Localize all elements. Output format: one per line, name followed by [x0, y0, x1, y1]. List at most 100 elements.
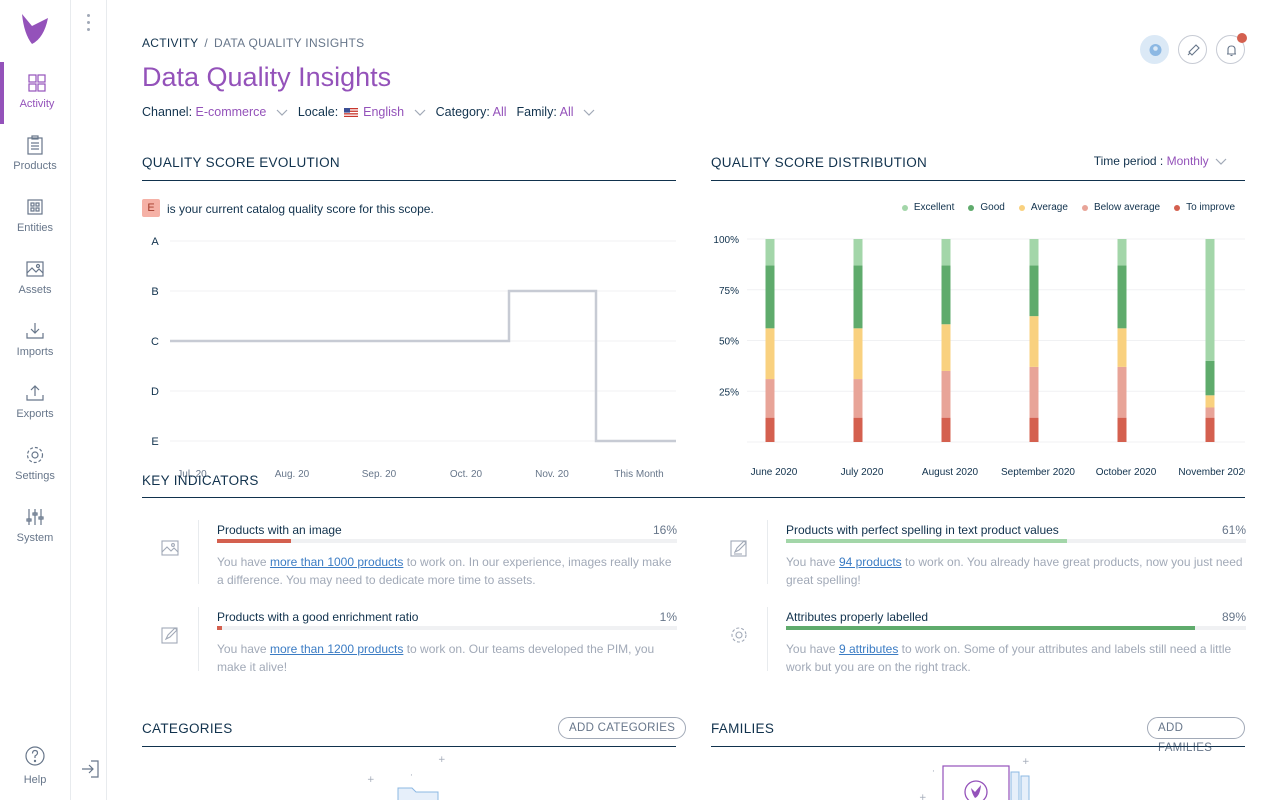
- evolution-grade-label: A: [151, 236, 159, 248]
- distribution-bar-segment: [1117, 417, 1127, 442]
- chevron-down-icon: [414, 109, 426, 116]
- distribution-bar-segment: [765, 265, 775, 329]
- us-flag-icon: [343, 108, 358, 117]
- time-period-selector[interactable]: Time period : Monthly: [1094, 154, 1227, 168]
- nav-item-assets[interactable]: Assets: [0, 248, 70, 310]
- nav-label-products: Products: [13, 160, 57, 172]
- kpi-progress-bar: [217, 626, 677, 630]
- more-options-icon[interactable]: [87, 14, 91, 35]
- channel-filter[interactable]: Channel: E-commerce: [142, 105, 288, 119]
- evolution-x-tick-label: Jul. 20: [177, 469, 207, 480]
- locale-filter-label: Locale:: [297, 105, 339, 119]
- kpi-progress-fill: [786, 626, 1196, 630]
- evolution-x-tick-label: This Month: [614, 469, 663, 480]
- nav-item-activity[interactable]: Activity: [0, 62, 70, 124]
- notification-badge: [1237, 33, 1247, 43]
- nav-item-settings[interactable]: Settings: [0, 434, 70, 496]
- distribution-bar-segment: [853, 265, 863, 329]
- nav-label-imports: Imports: [16, 346, 54, 358]
- image-icon: [161, 540, 179, 556]
- help-button[interactable]: Help: [0, 745, 70, 786]
- nav-item-exports[interactable]: Exports: [0, 372, 70, 434]
- kpi-description-suffix: to work on. Our teams developed the PIM,…: [217, 642, 655, 674]
- imports-icon: [26, 323, 44, 339]
- legend-swatch: [1018, 204, 1025, 211]
- kpi-link[interactable]: 9 attributes: [838, 642, 899, 656]
- legend-swatch: [1174, 204, 1181, 211]
- collapse-panel-icon[interactable]: [79, 758, 101, 780]
- kpi-description: You have more than 1000 products to work…: [217, 553, 677, 589]
- evolution-x-tick-label: Nov. 20: [535, 469, 569, 480]
- page-title: Data Quality Insights: [142, 62, 392, 92]
- main-content: ACTIVITY / DATA QUALITY INSIGHTS Data Qual…: [142, 0, 1247, 800]
- evolution-grade-label: D: [151, 386, 159, 398]
- evolution-section-divider: [142, 180, 676, 181]
- kpi-link[interactable]: more than 1200 products: [269, 642, 404, 656]
- evolution-x-tick-label: Aug. 20: [275, 469, 310, 480]
- products-icon: [27, 135, 43, 155]
- kpi-description-prefix: You have: [217, 555, 270, 569]
- distribution-bar-segment: [1029, 316, 1039, 367]
- distribution-bar-segment: [765, 379, 775, 418]
- family-filter-value: All: [559, 105, 574, 119]
- score-badge: E: [142, 199, 160, 217]
- svg-text:+: +: [1022, 757, 1030, 767]
- akeneo-logo-icon[interactable]: [18, 12, 54, 46]
- distribution-x-tick-label: September 2020: [1001, 467, 1075, 478]
- notifications-button[interactable]: [1216, 33, 1247, 64]
- distribution-bar-segment: [1205, 407, 1215, 418]
- channel-filter-value: E-commerce: [195, 105, 267, 119]
- kpi-description-suffix: to work on. You already have great produ…: [786, 555, 1243, 587]
- chevron-down-icon: [583, 109, 595, 116]
- kpi-progress-fill: [217, 626, 222, 630]
- kpi-divider: [198, 520, 199, 584]
- nav-item-system[interactable]: System: [0, 496, 70, 558]
- kpi-title: Products with perfect spelling in text p…: [786, 523, 1059, 537]
- distribution-bar-segment: [765, 328, 775, 380]
- kpi-progress-fill: [217, 539, 291, 543]
- category-filter[interactable]: Category: All: [436, 105, 507, 119]
- distribution-x-tick-label: October 2020: [1096, 467, 1157, 478]
- kpi-percent: 61%: [1221, 523, 1246, 537]
- kpi-link[interactable]: 94 products: [838, 555, 902, 569]
- kpi-percent: 16%: [652, 523, 677, 537]
- key-indicators-divider: [142, 497, 1245, 498]
- category-filter-label: Category:: [435, 105, 490, 119]
- score-description: is your current catalog quality score fo…: [167, 202, 434, 216]
- categories-divider: [142, 746, 676, 747]
- time-period-label: Time period :: [1093, 154, 1164, 168]
- avatar-icon: [1149, 44, 1162, 56]
- distribution-bar-segment: [1117, 366, 1127, 418]
- kpi-divider: [767, 607, 768, 671]
- evolution-x-tick-label: Oct. 20: [450, 469, 483, 480]
- kpi-link[interactable]: more than 1000 products: [269, 555, 404, 569]
- add-categories-button[interactable]: ADD CATEGORIES: [558, 717, 687, 739]
- kpi-title: Attributes properly labelled: [786, 610, 929, 624]
- distribution-y-tick-label: 75%: [719, 286, 739, 297]
- family-filter[interactable]: Family: All: [517, 105, 595, 119]
- kpi-divider: [767, 520, 768, 584]
- nav-item-imports[interactable]: Imports: [0, 310, 70, 372]
- kpi-progress-fill: [786, 539, 1067, 543]
- locale-filter[interactable]: Locale: English: [298, 105, 426, 119]
- nav-item-products[interactable]: Products: [0, 124, 70, 186]
- legend-label: Below average: [1093, 202, 1161, 213]
- nav-item-entities[interactable]: Entities: [0, 186, 70, 248]
- header-actions: [1140, 33, 1247, 64]
- distribution-bar-segment: [1205, 239, 1215, 361]
- distribution-x-tick-label: June 2020: [751, 467, 798, 478]
- kpi-description-suffix: to work on. In our experience, images re…: [217, 555, 672, 587]
- user-avatar[interactable]: [1140, 35, 1169, 64]
- kpi-title: Products with a good enrichment ratio: [217, 610, 419, 624]
- evolution-score-line: [170, 289, 676, 443]
- nav-label-activity: Activity: [19, 98, 55, 110]
- kpi-percent: 89%: [1221, 610, 1246, 624]
- legend-label: To improve: [1186, 202, 1235, 213]
- breadcrumb: ACTIVITY / DATA QUALITY INSIGHTS: [142, 36, 364, 50]
- nav-label-system: System: [16, 532, 54, 544]
- announcements-button[interactable]: [1178, 35, 1207, 64]
- evolution-chart: A B C D E Jul. 20 Aug. 20 Sep. 20 Oct. 20 Nov. 20…: [151, 236, 676, 480]
- breadcrumb-parent[interactable]: ACTIVITY: [142, 36, 199, 50]
- add-families-button[interactable]: ADD FAMILIES: [1147, 717, 1245, 754]
